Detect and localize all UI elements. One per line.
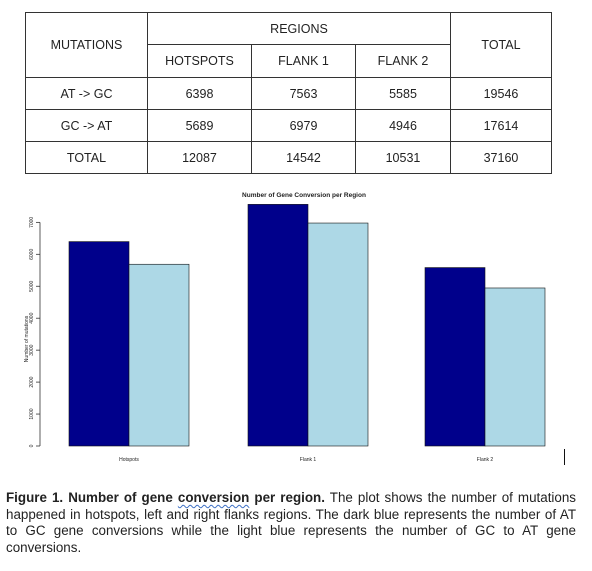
row-label: AT -> GC <box>25 77 148 110</box>
row-total: 19546 <box>450 77 552 110</box>
row-label: GC -> AT <box>25 109 148 142</box>
table-cell: 5585 <box>355 77 451 110</box>
column-header-flank-1: FLANK 1 <box>251 44 356 78</box>
caption-underlined-word: conversion <box>177 490 250 505</box>
x-tick-label: Flank 1 <box>300 457 317 463</box>
row-total: 17614 <box>450 109 552 142</box>
text-cursor <box>564 449 565 465</box>
mutations-table: MUTATIONS REGIONS TOTAL HOTSPOTS FLANK 1… <box>25 12 552 174</box>
caption-label-rest: per region. <box>254 490 325 505</box>
y-tick-label: 6000 <box>29 249 35 260</box>
chart-title: Number of Gene Conversion per Region <box>242 192 366 199</box>
table-cell: 4946 <box>355 109 451 142</box>
y-axis-label: Number of mutations <box>24 315 30 362</box>
regions-header: REGIONS <box>147 12 451 45</box>
column-header-flank-2: FLANK 2 <box>355 44 451 78</box>
caption-label: Figure 1. Number of gene <box>6 490 173 505</box>
x-tick-label: Hotspots <box>119 457 139 463</box>
figure-caption: Figure 1. Number of gene conversion per … <box>6 490 576 556</box>
bar-flank-2-series-1 <box>424 267 486 447</box>
y-tick-label: 2000 <box>29 376 35 387</box>
y-tick-label: 3000 <box>29 344 35 355</box>
x-tick-label: Flank 2 <box>477 457 494 463</box>
table-cell: 6979 <box>251 109 356 142</box>
column-header-hotspots: HOTSPOTS <box>147 44 252 78</box>
mutations-header: MUTATIONS <box>25 12 148 78</box>
table-cell: 10531 <box>355 141 451 174</box>
table-cell: 12087 <box>147 141 252 174</box>
bar-flank-1-series-2 <box>307 222 369 447</box>
bar-chart: Number of Gene Conversion per Region Num… <box>24 192 546 463</box>
x-axis-labels: Hotspots Flank 1 Flank 2 <box>119 457 493 463</box>
bar-flank-1-series-1 <box>247 204 309 447</box>
table-cell: 7563 <box>251 77 356 110</box>
table-cell: 6398 <box>147 77 252 110</box>
bar-hotspots-series-1 <box>68 241 130 447</box>
row-label: TOTAL <box>25 141 148 174</box>
caption-text: The plot shows the number of mutations h… <box>6 490 576 555</box>
table-row: GC -> AT 5689 6979 4946 17614 <box>25 109 552 142</box>
table-cell: 14542 <box>251 141 356 174</box>
bars-group <box>68 204 546 447</box>
row-total: 37160 <box>450 141 552 174</box>
table-cell: 5689 <box>147 109 252 142</box>
y-tick-label: 5000 <box>29 280 35 291</box>
y-tick-label: 0 <box>29 444 35 447</box>
y-tick-label: 1000 <box>29 408 35 419</box>
table-row: TOTAL 12087 14542 10531 37160 <box>25 141 552 174</box>
y-tick-label: 7000 <box>29 217 35 228</box>
bar-hotspots-series-2 <box>128 263 190 447</box>
bar-flank-2-series-2 <box>484 287 546 447</box>
total-header: TOTAL <box>450 12 552 78</box>
table-row: AT -> GC 6398 7563 5585 19546 <box>25 77 552 110</box>
y-axis: 0 1000 2000 3000 4000 5000 6000 7000 <box>29 217 41 447</box>
y-tick-label: 4000 <box>29 312 35 323</box>
